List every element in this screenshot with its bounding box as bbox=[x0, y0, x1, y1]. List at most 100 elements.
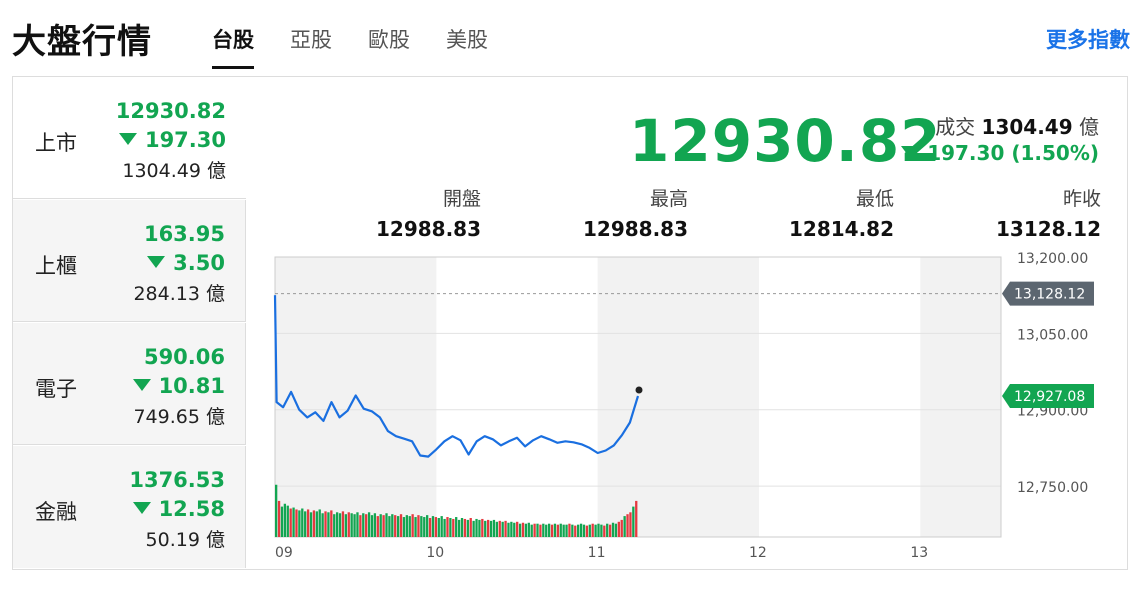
volume-bar bbox=[521, 522, 525, 537]
x-tick-label: 09 bbox=[275, 545, 293, 561]
turnover: 成交 1304.49 億 bbox=[935, 111, 1099, 140]
price-line bbox=[273, 295, 640, 458]
volume-bar bbox=[304, 511, 307, 537]
volume-bar bbox=[365, 514, 368, 537]
volume-bar bbox=[373, 513, 377, 537]
volume-bar bbox=[327, 512, 330, 537]
tab-asia[interactable]: 亞股 bbox=[290, 28, 332, 52]
down-arrow-icon bbox=[132, 502, 151, 514]
intraday-chart[interactable]: 13,200.0013,050.0012,900.0012,750.0013,1… bbox=[13, 77, 1127, 569]
volume-bar bbox=[478, 519, 481, 537]
volume-bar bbox=[277, 500, 281, 537]
volume-bar bbox=[600, 524, 603, 537]
sidebar-item-change: 12.58 bbox=[132, 497, 225, 521]
volume-bar bbox=[527, 522, 530, 537]
sidebar-item-value: 12930.82 bbox=[115, 99, 226, 123]
volume-bar bbox=[330, 510, 333, 537]
sidebar-item-change: 197.30 bbox=[118, 128, 226, 152]
sidebar-item-otc[interactable]: 上櫃 163.95 3.50 284.13 億 bbox=[13, 200, 246, 322]
volume-bar bbox=[588, 524, 591, 537]
sidebar-item-volume: 284.13 億 bbox=[133, 279, 225, 306]
volume-value: 50.19 bbox=[145, 529, 200, 551]
down-arrow-icon bbox=[118, 133, 137, 145]
volume-bar bbox=[437, 518, 440, 537]
x-tick-label: 11 bbox=[588, 545, 606, 561]
volume-bar bbox=[396, 516, 400, 537]
index-sidebar: 上市 12930.82 197.30 1304.49 億 上櫃 163.95 3… bbox=[13, 77, 246, 569]
turnover-unit: 億 bbox=[1079, 115, 1099, 139]
volume-bar bbox=[321, 513, 324, 537]
volume-bar bbox=[414, 517, 417, 537]
svg-text:13,128.12: 13,128.12 bbox=[1014, 287, 1085, 303]
volume-bar bbox=[594, 524, 597, 537]
volume-value: 749.65 bbox=[133, 406, 200, 428]
volume-bar bbox=[591, 523, 594, 537]
volume-bar bbox=[553, 523, 557, 537]
sidebar-item-volume: 1304.49 億 bbox=[122, 156, 226, 183]
volume-bar bbox=[504, 520, 507, 537]
tab-tw[interactable]: 台股 bbox=[212, 24, 254, 69]
change-value: 12.58 bbox=[158, 497, 225, 521]
volume-bar bbox=[347, 512, 350, 537]
volume-bar bbox=[350, 513, 353, 537]
volume-bar bbox=[585, 525, 589, 537]
volume-bar bbox=[603, 525, 606, 537]
volume-bar bbox=[484, 520, 487, 537]
volume-bar bbox=[608, 524, 612, 537]
volume-bar bbox=[582, 524, 586, 537]
volume-bar bbox=[507, 522, 510, 537]
volume-bar bbox=[463, 518, 467, 537]
volume-bar bbox=[472, 520, 475, 537]
sidebar-item-volume: 749.65 億 bbox=[133, 402, 225, 429]
sidebar-item-value: 1376.53 bbox=[129, 468, 225, 492]
volume-value: 1304.49 bbox=[122, 160, 201, 182]
y-tick-label: 13,200.00 bbox=[1017, 251, 1088, 267]
volume-bar bbox=[565, 524, 568, 537]
volume-bar bbox=[341, 511, 345, 537]
volume-bar bbox=[542, 523, 545, 537]
volume-bar bbox=[568, 523, 571, 537]
down-arrow-icon bbox=[901, 146, 920, 158]
volume-bar bbox=[530, 524, 533, 537]
stat-prev-close: 昨收 13128.12 bbox=[901, 184, 1101, 241]
sidebar-item-name: 上櫃 bbox=[35, 254, 77, 278]
stat-value: 12988.83 bbox=[375, 217, 481, 241]
tab-us[interactable]: 美股 bbox=[446, 28, 488, 52]
volume-bar bbox=[597, 523, 600, 537]
volume-bar bbox=[495, 521, 499, 537]
volume-bar bbox=[388, 516, 391, 537]
tab-europe[interactable]: 歐股 bbox=[368, 28, 410, 52]
sidebar-item-finance[interactable]: 金融 1376.53 12.58 50.19 億 bbox=[13, 446, 246, 568]
volume-bar bbox=[492, 519, 496, 537]
stat-label: 昨收 bbox=[1062, 188, 1101, 210]
stat-value: 12814.82 bbox=[788, 217, 894, 241]
volume-bar bbox=[579, 523, 583, 537]
volume-bar bbox=[489, 520, 493, 537]
sidebar-item-value: 163.95 bbox=[143, 222, 225, 246]
sidebar-item-listed[interactable]: 上市 12930.82 197.30 1304.49 億 bbox=[13, 77, 246, 199]
market-panel: 上市 12930.82 197.30 1304.49 億 上櫃 163.95 3… bbox=[12, 76, 1128, 570]
volume-bar bbox=[338, 513, 342, 537]
volume-bar bbox=[324, 511, 327, 537]
more-indices-link[interactable]: 更多指數 bbox=[1046, 28, 1130, 52]
svg-text:12,927.08: 12,927.08 bbox=[1014, 389, 1085, 405]
volume-bar bbox=[298, 510, 301, 537]
turnover-value: 1304.49 bbox=[981, 115, 1073, 139]
volume-bar bbox=[626, 514, 629, 537]
stat-label: 開盤 bbox=[442, 188, 481, 210]
page-title: 大盤行情 bbox=[12, 22, 152, 62]
volume-bar bbox=[306, 509, 310, 537]
y-tick-label: 12,750.00 bbox=[1017, 480, 1088, 496]
volume-bar bbox=[614, 523, 618, 537]
sidebar-item-electronics[interactable]: 電子 590.06 10.81 749.65 億 bbox=[13, 323, 246, 445]
x-tick-label: 10 bbox=[426, 545, 444, 561]
x-tick-label: 13 bbox=[910, 545, 928, 561]
turnover-label: 成交 bbox=[935, 115, 976, 139]
y-tick-label: 13,050.00 bbox=[1017, 327, 1088, 343]
volume-unit: 億 bbox=[206, 160, 226, 182]
volume-bar bbox=[518, 523, 522, 537]
volume-bar bbox=[460, 518, 464, 537]
volume-bar bbox=[399, 514, 403, 537]
volume-bar bbox=[617, 521, 620, 537]
volume-bar bbox=[423, 517, 426, 537]
